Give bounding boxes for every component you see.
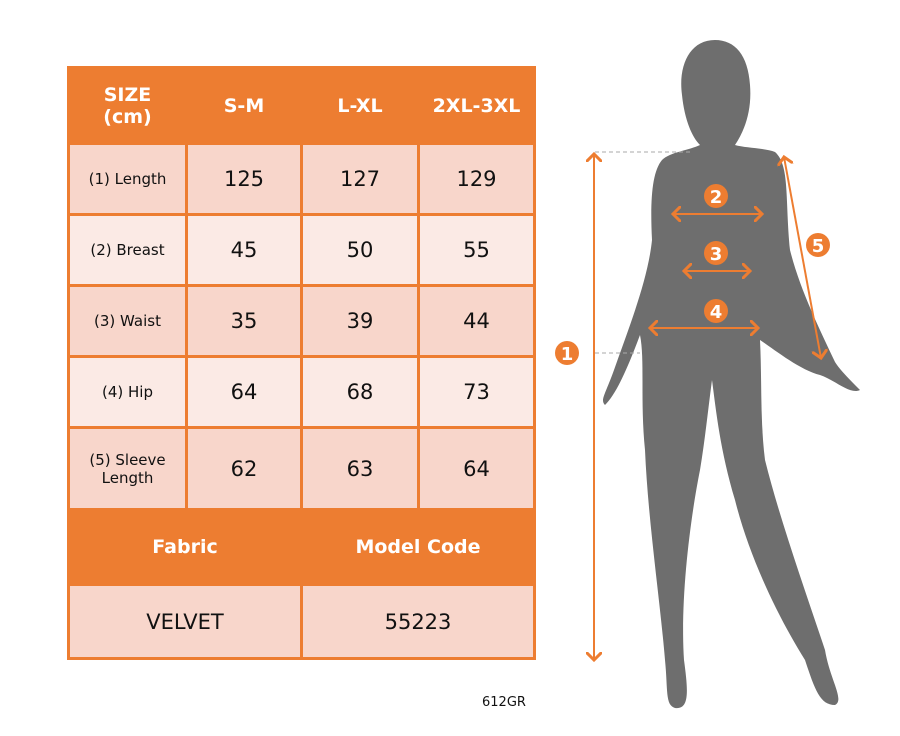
cell: 127 bbox=[300, 142, 420, 216]
cell: 63 bbox=[300, 426, 420, 511]
cell: 68 bbox=[300, 355, 420, 429]
cell: 73 bbox=[417, 355, 536, 429]
body-diagram: 1 2 3 4 5 bbox=[555, 40, 860, 709]
marker-3: 3 bbox=[704, 241, 728, 265]
size-table: SIZE (cm) S-M L-XL 2XL-3XL (1) Length 125… bbox=[67, 66, 536, 660]
svg-text:5: 5 bbox=[812, 236, 825, 257]
row-label: (3) Waist bbox=[67, 284, 188, 358]
cell: 64 bbox=[185, 355, 303, 429]
col-header: L-XL bbox=[300, 66, 420, 145]
cell: 62 bbox=[185, 426, 303, 511]
cell: 64 bbox=[417, 426, 536, 511]
table-row: (1) Length 125 127 129 bbox=[67, 142, 536, 216]
svg-text:2: 2 bbox=[710, 187, 723, 208]
marker-5: 5 bbox=[806, 233, 830, 257]
cell: 50 bbox=[300, 213, 420, 287]
cell: 44 bbox=[417, 284, 536, 358]
product-code: 612GR bbox=[482, 695, 526, 710]
fabric-value-row: VELVET 55223 bbox=[67, 583, 536, 660]
cell: 35 bbox=[185, 284, 303, 358]
silhouette bbox=[603, 40, 860, 709]
size-header: SIZE (cm) bbox=[67, 66, 188, 145]
row-label: (5) Sleeve Length bbox=[67, 426, 188, 511]
table-row: (2) Breast 45 50 55 bbox=[67, 213, 536, 287]
marker-2: 2 bbox=[704, 184, 728, 208]
table-row: (4) Hip 64 68 73 bbox=[67, 355, 536, 429]
fabric-label: Fabric bbox=[67, 508, 303, 586]
col-header: S-M bbox=[185, 66, 303, 145]
row-label: (1) Length bbox=[67, 142, 188, 216]
svg-text:4: 4 bbox=[710, 302, 723, 323]
cell: 45 bbox=[185, 213, 303, 287]
model-code-value: 55223 bbox=[300, 583, 536, 660]
header-row: SIZE (cm) S-M L-XL 2XL-3XL bbox=[67, 66, 536, 145]
fabric-header-row: Fabric Model Code bbox=[67, 508, 536, 586]
svg-text:1: 1 bbox=[561, 344, 574, 365]
table-row: (5) Sleeve Length 62 63 64 bbox=[67, 426, 536, 511]
row-label: (2) Breast bbox=[67, 213, 188, 287]
marker-4: 4 bbox=[704, 299, 728, 323]
marker-1: 1 bbox=[555, 341, 579, 365]
cell: 129 bbox=[417, 142, 536, 216]
table-row: (3) Waist 35 39 44 bbox=[67, 284, 536, 358]
col-header: 2XL-3XL bbox=[417, 66, 536, 145]
fabric-value: VELVET bbox=[67, 583, 303, 660]
cell: 125 bbox=[185, 142, 303, 216]
cell: 39 bbox=[300, 284, 420, 358]
model-code-label: Model Code bbox=[300, 508, 536, 586]
cell: 55 bbox=[417, 213, 536, 287]
row-label: (4) Hip bbox=[67, 355, 188, 429]
svg-text:3: 3 bbox=[710, 244, 723, 265]
